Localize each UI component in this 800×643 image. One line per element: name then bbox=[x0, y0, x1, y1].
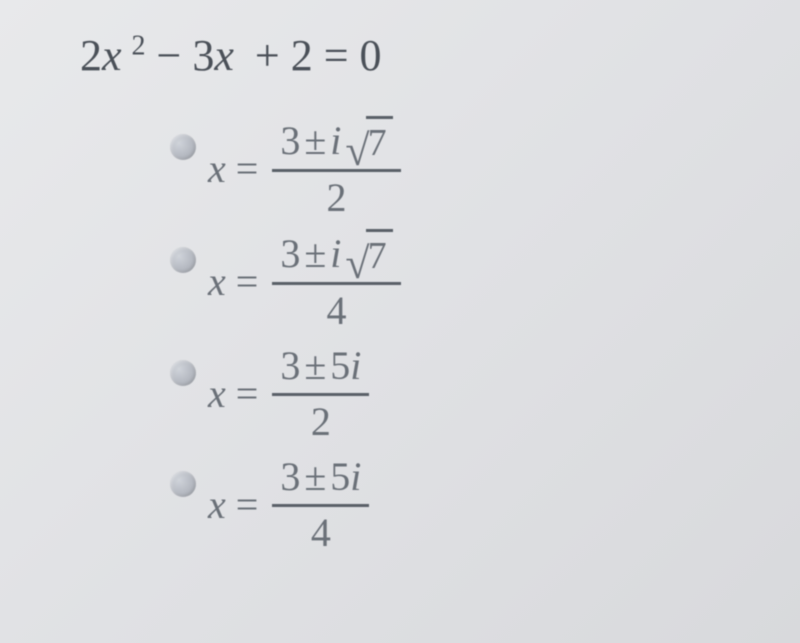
square-root: √ 7 bbox=[345, 116, 392, 165]
denominator: 4 bbox=[311, 507, 331, 556]
num-a: 3 bbox=[280, 230, 300, 277]
denominator: 2 bbox=[326, 172, 346, 221]
imaginary-i: i bbox=[350, 453, 361, 500]
equals: = bbox=[236, 481, 259, 528]
op-plus: + bbox=[255, 31, 280, 80]
var-x: x bbox=[208, 370, 226, 417]
numerator: 3 ± i √ 7 bbox=[272, 229, 400, 285]
num-b: 5 bbox=[330, 342, 350, 389]
plus-minus: ± bbox=[304, 342, 326, 389]
num-b: 5 bbox=[330, 453, 350, 500]
numerator: 3 ± 5i bbox=[272, 342, 369, 396]
radical-icon: √ bbox=[345, 249, 369, 280]
numerator: 3 ± i √ 7 bbox=[272, 116, 400, 172]
numerator: 3 ± 5i bbox=[272, 453, 369, 507]
var-x2: x bbox=[214, 31, 234, 80]
fraction: 3 ± i √ 7 2 bbox=[272, 116, 400, 221]
denominator: 2 bbox=[311, 396, 331, 445]
fraction: 3 ± 5i 2 bbox=[272, 342, 369, 445]
exponent: 2 bbox=[132, 30, 146, 61]
option-row[interactable]: x = 3 ± 5i 2 bbox=[170, 342, 730, 445]
radio-button[interactable] bbox=[170, 360, 196, 386]
coef-b: 3 bbox=[192, 31, 214, 80]
radio-button[interactable] bbox=[170, 247, 196, 273]
radio-button[interactable] bbox=[170, 134, 196, 160]
imaginary-i: i bbox=[330, 230, 341, 277]
square-root: √ 7 bbox=[345, 229, 392, 278]
fraction: 3 ± 5i 4 bbox=[272, 453, 369, 556]
fraction: 3 ± i √ 7 4 bbox=[272, 229, 400, 334]
option-row[interactable]: x = 3 ± 5i 4 bbox=[170, 453, 730, 556]
answer-expression: x = 3 ± 5i 4 bbox=[208, 453, 369, 556]
quadratic-equation: 2x2 − 3x + 2 = 0 bbox=[80, 30, 730, 81]
num-a: 3 bbox=[280, 117, 300, 164]
var-x: x bbox=[208, 481, 226, 528]
answer-expression: x = 3 ± i √ 7 2 bbox=[208, 116, 401, 221]
var-x1: x bbox=[102, 31, 122, 80]
option-row[interactable]: x = 3 ± i √ 7 2 bbox=[170, 116, 730, 221]
plus-minus: ± bbox=[304, 230, 326, 277]
equals: = bbox=[236, 370, 259, 417]
equals: = bbox=[236, 145, 259, 192]
imaginary-i: i bbox=[350, 342, 361, 389]
option-row[interactable]: x = 3 ± i √ 7 4 bbox=[170, 229, 730, 334]
coef-a: 2 bbox=[80, 31, 102, 80]
plus-minus: ± bbox=[304, 117, 326, 164]
var-x: x bbox=[208, 258, 226, 305]
const-c: 2 bbox=[291, 31, 313, 80]
radical-icon: √ bbox=[345, 136, 369, 167]
equals: = bbox=[236, 258, 259, 305]
var-x: x bbox=[208, 145, 226, 192]
denominator: 4 bbox=[326, 285, 346, 334]
equals-sign: = bbox=[324, 31, 349, 80]
num-a: 3 bbox=[280, 453, 300, 500]
num-a: 3 bbox=[280, 342, 300, 389]
op-minus: − bbox=[157, 31, 182, 80]
answer-expression: x = 3 ± i √ 7 4 bbox=[208, 229, 401, 334]
answer-expression: x = 3 ± 5i 2 bbox=[208, 342, 369, 445]
rhs-zero: 0 bbox=[360, 31, 382, 80]
plus-minus: ± bbox=[304, 453, 326, 500]
imaginary-i: i bbox=[330, 117, 341, 164]
radio-button[interactable] bbox=[170, 471, 196, 497]
answer-options: x = 3 ± i √ 7 2 x = bbox=[170, 116, 730, 556]
